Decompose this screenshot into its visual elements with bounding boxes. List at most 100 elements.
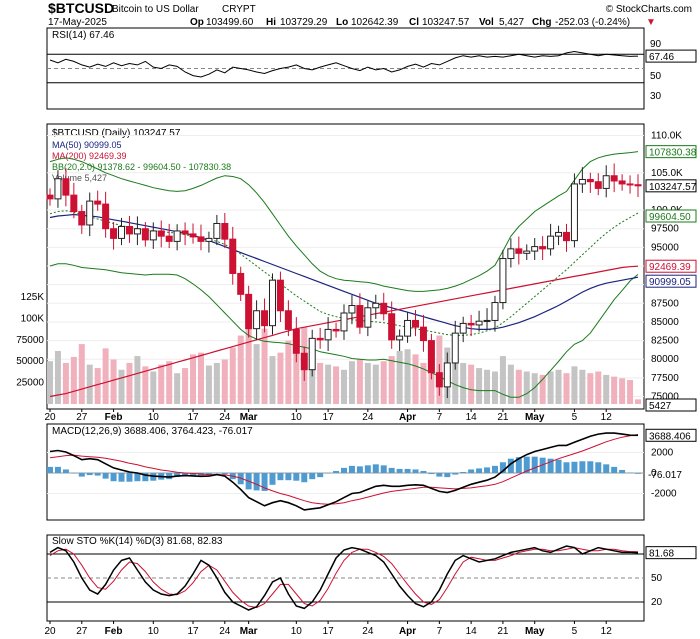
ma200-legend: MA(200) 92469.39 [52, 151, 127, 161]
date-tick-label: 27 [76, 626, 88, 637]
candle-body [292, 328, 300, 354]
date-tick-label: May [525, 626, 545, 637]
macd-histogram-bar [293, 473, 300, 481]
volume-bar [555, 369, 562, 404]
date-tick-label: 10 [148, 626, 160, 637]
volume-bar [78, 344, 85, 404]
rsi-tick-label: 90 [650, 39, 662, 50]
price-tick-label: 105.0K [651, 168, 683, 179]
macd-histogram-bar [444, 473, 451, 478]
volume-bar [396, 350, 403, 404]
chart-exchange: CRYPT [222, 4, 256, 15]
volume-bar [476, 368, 483, 404]
volume-bar [499, 356, 506, 404]
macd-histogram-bar [491, 465, 498, 474]
rsi-value-badge-label: 67.46 [649, 52, 674, 63]
candle-body [547, 235, 555, 250]
price-tick-label: 82500 [651, 336, 679, 347]
candle-body [62, 178, 70, 196]
candle-body [149, 230, 157, 241]
macd-histogram-bar [348, 465, 355, 474]
volume-bar [317, 362, 324, 404]
price-tick-label: 97500 [651, 224, 679, 235]
macd-histogram-bar [396, 468, 403, 474]
macd-histogram-bar [94, 473, 101, 476]
macd-tick-label: 2000 [651, 448, 674, 459]
date-tick-label: 12 [601, 626, 613, 637]
volume-bar [611, 376, 618, 404]
svg-text:103729.29: 103729.29 [280, 17, 328, 28]
candle-body [626, 183, 634, 186]
candle-body [94, 200, 102, 205]
bb-upper-badge [645, 145, 697, 159]
candle-body [118, 225, 126, 239]
ohlc-readout: Op 103499.60 Hi 103729.29 Lo 102642.39 C… [190, 17, 656, 28]
macd-histogram-bar [484, 467, 491, 474]
macd-histogram-bar [261, 473, 268, 491]
candle-body [86, 200, 94, 226]
candle-body [268, 279, 276, 327]
macd-tick-label: -2000 [651, 488, 677, 499]
volume-bar [356, 359, 363, 404]
macd-histogram-bar [142, 473, 149, 482]
macd-histogram-bar [364, 465, 371, 474]
candle-body [165, 235, 173, 242]
candle-body [491, 302, 499, 321]
volume-bar [245, 325, 252, 404]
candle-body [229, 238, 237, 274]
volume-bar [70, 356, 77, 404]
sto-tick-label: 50 [651, 573, 663, 584]
macd-histogram-bar [571, 461, 578, 474]
macd-histogram-bar [404, 468, 411, 474]
candle-body [475, 320, 483, 326]
macd-histogram-bar [134, 473, 141, 482]
volume-bar [579, 369, 586, 404]
candle-body [253, 310, 261, 330]
volume-bar [523, 371, 530, 404]
date-tick-label: Feb [105, 626, 123, 637]
volume-bar [166, 361, 173, 404]
macd-histogram-bar [611, 466, 618, 474]
ma200-badge-label: 92469.39 [649, 262, 691, 273]
sto-legend: Slow STO %K(14) %D(3) 81.68, 82.83 [52, 536, 223, 547]
volume-bar [603, 374, 610, 404]
macd-histogram-bar [126, 473, 133, 482]
macd-histogram-bar [603, 464, 610, 474]
macd-histogram-bar [499, 462, 506, 474]
volume-bar [452, 357, 459, 404]
candle-body [54, 178, 62, 200]
macd-histogram-bar [420, 470, 427, 474]
candle-body [507, 248, 515, 260]
macd-histogram-bar [460, 472, 467, 474]
candle-body [372, 302, 380, 309]
volume-bar [174, 373, 181, 404]
svg-text:-252.03 (-0.24%): -252.03 (-0.24%) [555, 17, 630, 28]
volume-bar [118, 369, 125, 404]
volume-bar [102, 348, 109, 404]
macd-histogram-bar [587, 461, 594, 474]
macd-histogram-bar [412, 469, 419, 474]
sto-k-line [49, 545, 639, 611]
volume-bar [539, 374, 546, 404]
candle-body [539, 246, 547, 250]
macd-histogram-bar [62, 469, 69, 474]
candle-body [459, 322, 467, 334]
date-tick-label: 27 [76, 412, 88, 423]
date-tick-label: 10 [291, 412, 303, 423]
date-tick-label: 20 [44, 626, 56, 637]
volume-bar [62, 362, 69, 404]
date-tick-label: 7 [437, 626, 443, 637]
volume-bar [253, 344, 260, 404]
date-tick-label: 10 [291, 626, 303, 637]
svg-text:Op: Op [190, 17, 204, 28]
volume-bar [150, 371, 157, 404]
volume-bar [190, 354, 197, 404]
volume-tick-label: 100K [21, 313, 45, 324]
bb-middle-badge [645, 209, 697, 223]
candle-body [531, 246, 539, 252]
macd-histogram-bar [213, 473, 220, 474]
candle-body [570, 183, 578, 242]
macd-histogram-bar [285, 473, 292, 481]
volume-bar [182, 368, 189, 404]
volume-bar [309, 357, 316, 404]
